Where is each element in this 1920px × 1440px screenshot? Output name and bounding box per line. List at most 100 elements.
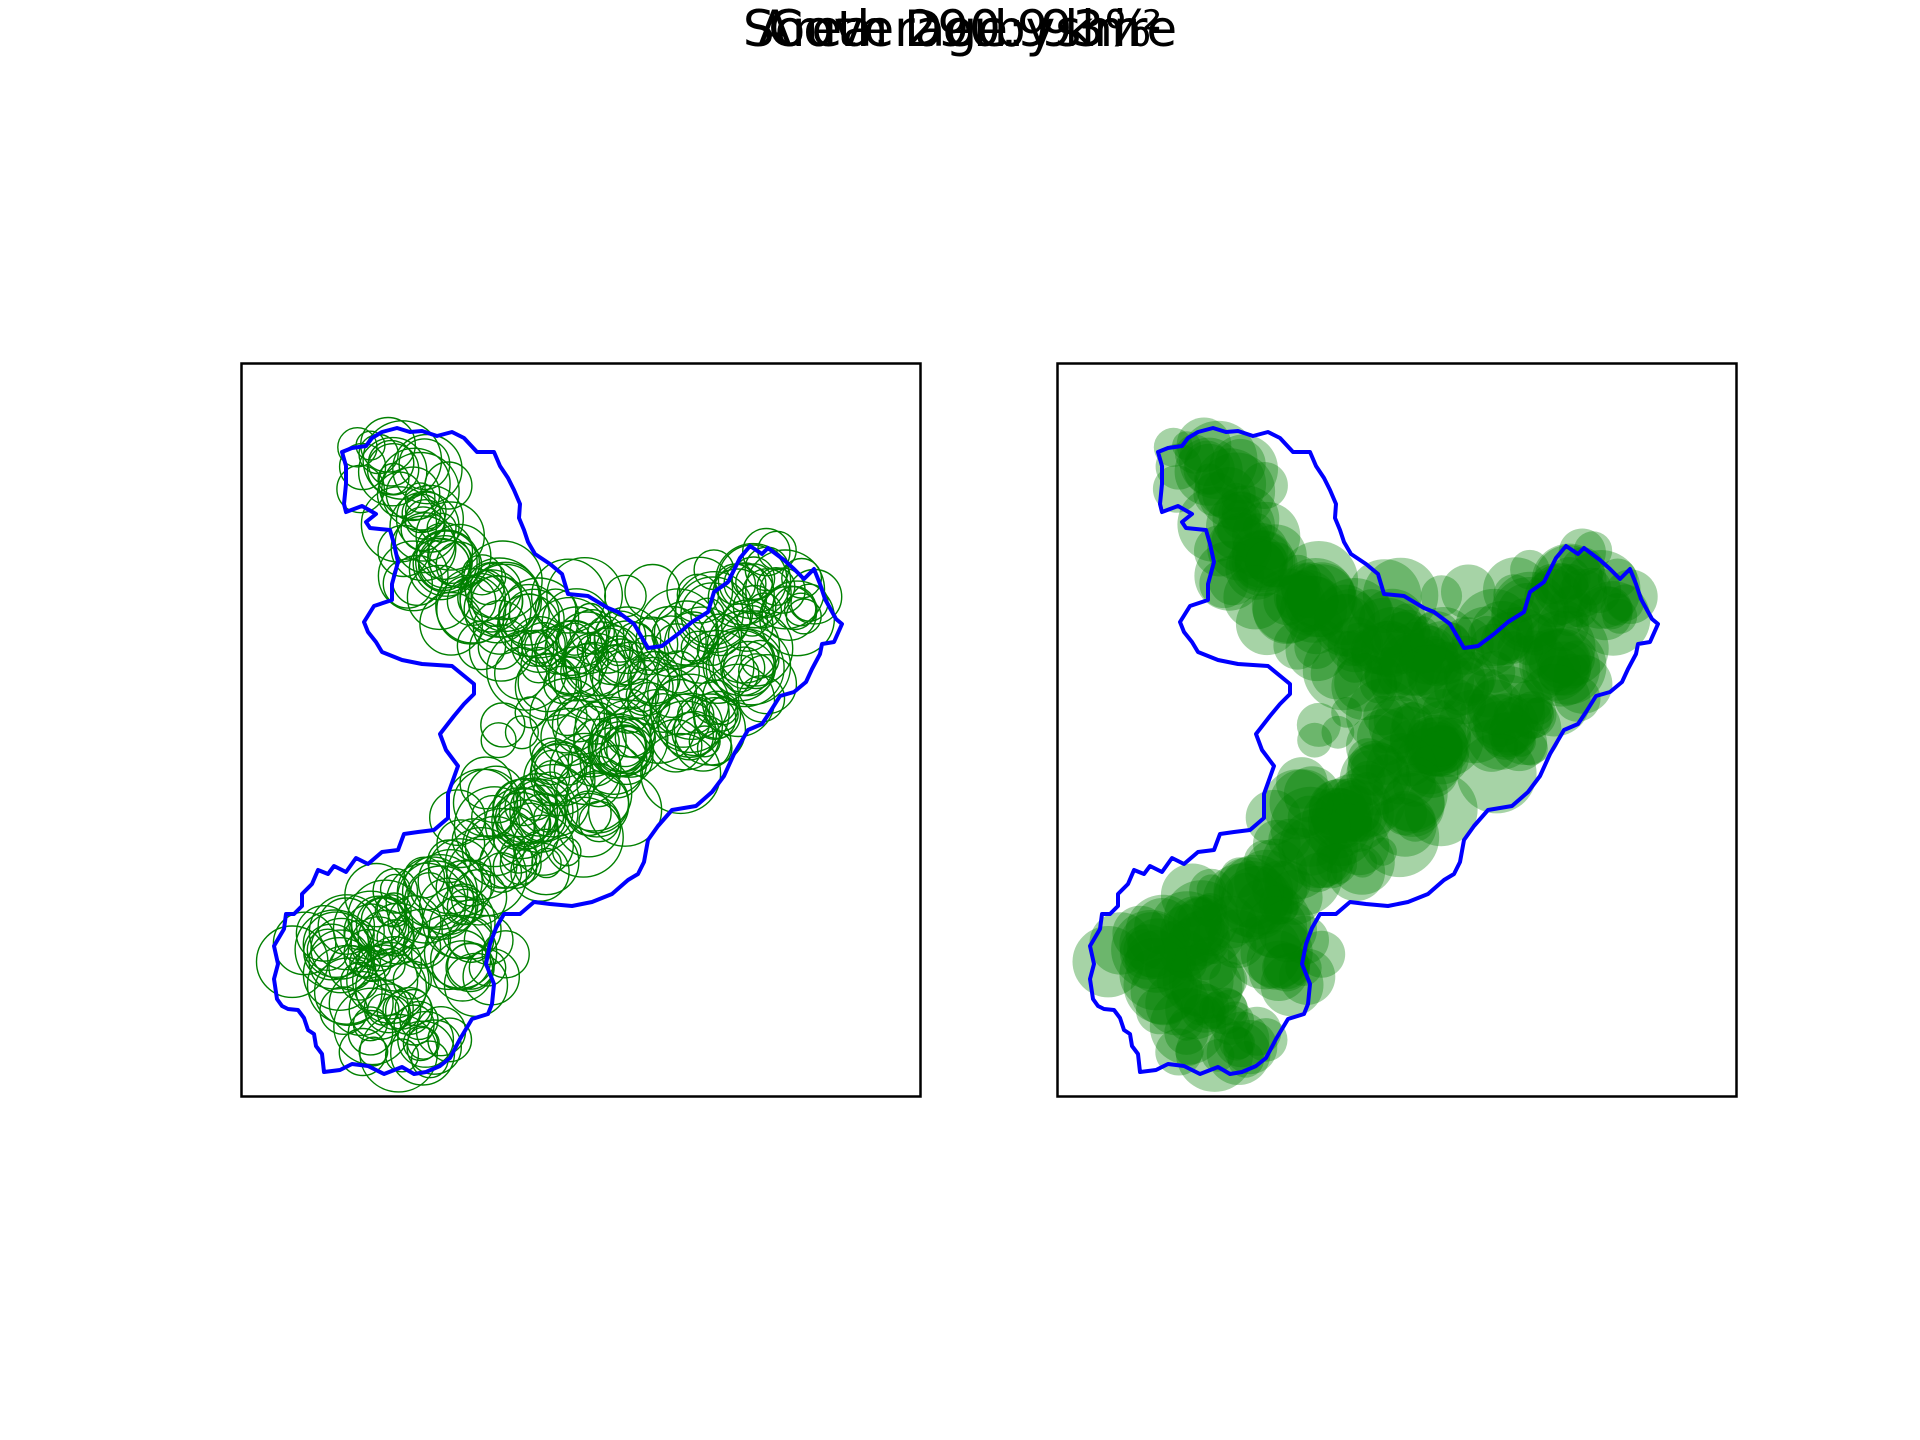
- coverage-circle: [643, 693, 684, 734]
- coverage-circle: [1368, 837, 1397, 866]
- coverage-circle: [1289, 600, 1343, 655]
- coverage-circle: [1160, 920, 1191, 950]
- coverage-circle: [1576, 568, 1622, 614]
- coverage-circle: [1240, 462, 1288, 509]
- coverage-circle: [1520, 697, 1555, 732]
- coverage-circle: [328, 970, 394, 1037]
- coverage-circle: [396, 856, 469, 929]
- coverage-circle: [1218, 854, 1294, 930]
- coverage-circle: [625, 678, 660, 713]
- coverage-circle: [1193, 919, 1230, 957]
- coverage-circle: [1337, 647, 1373, 683]
- coverage-circle: [1171, 952, 1243, 1024]
- coverage-circle: [1321, 715, 1355, 749]
- coverage-circle: [1403, 616, 1440, 653]
- coverage-circle: [317, 897, 376, 955]
- coverage-circle: [1310, 647, 1363, 700]
- coverage-circle: [1123, 945, 1203, 1025]
- coverage-circle: [1281, 562, 1338, 619]
- coverage-circle: [1466, 701, 1536, 770]
- coverage-circle: [393, 1004, 435, 1046]
- coverage-circle: [1508, 679, 1553, 725]
- coverage-circle: [1379, 632, 1442, 696]
- coverage-circle: [1384, 734, 1436, 787]
- coverage-circle: [1221, 491, 1262, 532]
- coverage-circle: [781, 557, 823, 599]
- coverage-circle: [1373, 793, 1437, 857]
- coverage-circle: [1420, 725, 1462, 767]
- coverage-circle: [573, 718, 620, 766]
- panel-frame: [240, 362, 922, 1098]
- coverage-circle: [306, 928, 350, 972]
- coverage-circle: [480, 722, 517, 759]
- coverage-circle: [1371, 706, 1443, 777]
- coverage-circle: [1536, 641, 1591, 696]
- coverage-circle: [1334, 794, 1382, 842]
- coverage-circle: [1184, 440, 1230, 486]
- coverage-circle: [1497, 630, 1570, 704]
- coverage-circle: [1406, 644, 1462, 700]
- coverage-circle: [1160, 904, 1216, 960]
- coverage-circle: [436, 574, 507, 645]
- coverage-circle: [1315, 773, 1394, 853]
- coverage-circle: [1283, 766, 1341, 823]
- coverage-circle: [1258, 900, 1317, 959]
- coverage-circle: [1238, 885, 1311, 959]
- coverage-circle: [1206, 492, 1275, 562]
- coverage-circle: [1420, 575, 1463, 617]
- district-boundary: [1088, 426, 1660, 1076]
- coverage-circle: [1235, 878, 1292, 935]
- coverage-circle: [1607, 584, 1644, 622]
- coverage-circle: [1404, 717, 1463, 777]
- coverage-circle: [628, 656, 679, 707]
- coverage-circle: [1382, 791, 1428, 836]
- coverage-circle: [1231, 531, 1294, 593]
- coverage-circle: [1287, 562, 1357, 632]
- coverage-circle: [1309, 778, 1374, 843]
- coverage-circle: [402, 1025, 439, 1062]
- coverage-circle: [1346, 742, 1410, 806]
- coverage-circle: [1216, 1001, 1254, 1040]
- coverage-circle: [384, 1038, 420, 1073]
- coverage-circle: [453, 786, 535, 868]
- coverage-circle: [1524, 630, 1590, 696]
- coverage-circle: [1339, 744, 1411, 816]
- coverage-circle: [1316, 843, 1358, 885]
- coverage-circle: [1531, 543, 1607, 619]
- coverage-circle: [1136, 986, 1184, 1035]
- coverage-circle: [1491, 577, 1567, 653]
- coverage-circle: [735, 563, 774, 602]
- coverage-circle: [1197, 452, 1276, 530]
- coverage-circle: [384, 986, 434, 1036]
- coverage-circle: [418, 877, 477, 936]
- coverage-circle: [1346, 714, 1409, 778]
- coverage-circle: [1191, 894, 1223, 926]
- coverage-circle: [1359, 797, 1440, 878]
- coverage-circle: [355, 945, 392, 983]
- coverage-circle: [1211, 512, 1272, 573]
- coverage-circle: [514, 696, 547, 729]
- coverage-circle: [1368, 695, 1427, 755]
- coverage-circle: [647, 668, 698, 719]
- coverage-circle: [382, 558, 434, 609]
- coverage-circle: [404, 490, 447, 533]
- coverage-circle: [1573, 567, 1611, 606]
- coverage-circle: [1415, 650, 1475, 710]
- coverage-circle: [1149, 988, 1227, 1065]
- coverage-circle: [1358, 588, 1427, 658]
- coverage-circle: [1207, 909, 1267, 969]
- coverage-circle: [1193, 996, 1227, 1030]
- coverage-circle: [308, 894, 385, 971]
- coverage-circle: [1313, 807, 1352, 846]
- coverage-circle: [1561, 550, 1641, 629]
- coverage-circle: [1130, 957, 1198, 1026]
- coverage-circle: [1376, 643, 1435, 702]
- coverage-circle: [1553, 654, 1613, 714]
- coverage-circle: [1396, 727, 1463, 795]
- coverage-circle: [1183, 443, 1235, 495]
- coverage-circle: [1269, 769, 1337, 837]
- coverage-circle: [1405, 714, 1468, 777]
- coverage-circle: [1145, 971, 1210, 1036]
- coverage-circle: [1484, 612, 1534, 661]
- coverage-circle: [1551, 563, 1589, 601]
